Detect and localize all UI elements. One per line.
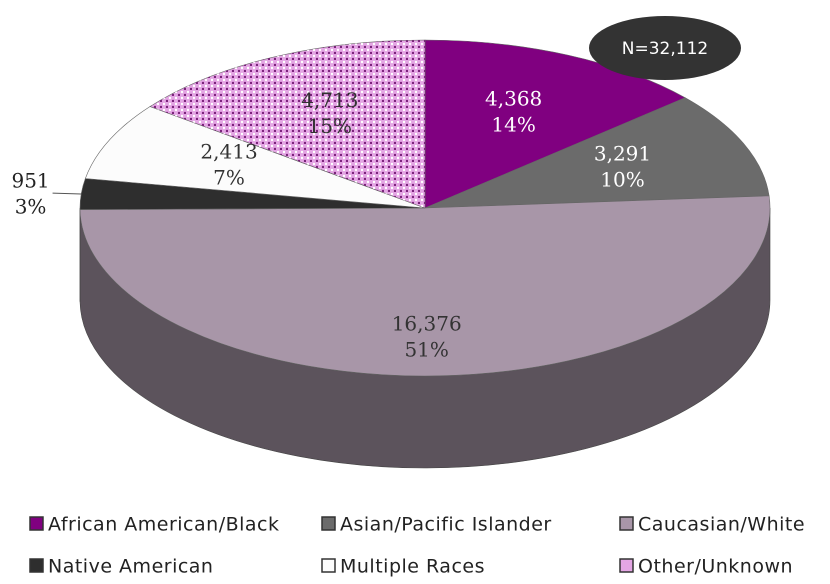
annotation: N=32,112 bbox=[622, 39, 708, 59]
annotation-badge bbox=[589, 16, 741, 80]
legend-label: Native American bbox=[48, 556, 213, 578]
legend-label: Other/Unknown bbox=[638, 556, 793, 578]
percent-label: 15% bbox=[308, 114, 352, 138]
slice bbox=[79, 195, 771, 377]
legend-label: Caucasian/White bbox=[638, 514, 805, 536]
slice bbox=[424, 39, 686, 209]
leader-line bbox=[52, 192, 82, 195]
pie-tops bbox=[79, 39, 771, 377]
percent-label: 7% bbox=[213, 166, 245, 190]
percent-label: 3% bbox=[15, 195, 47, 219]
value-label: 951 bbox=[11, 169, 49, 193]
value-label: 16,376 bbox=[392, 312, 462, 336]
slice bbox=[424, 97, 770, 209]
value-label: 3,291 bbox=[594, 141, 651, 165]
percent-label: 51% bbox=[404, 338, 448, 362]
legend: African American/Black Asian/Pacific Isla… bbox=[29, 514, 805, 578]
percent-label: 14% bbox=[491, 113, 535, 137]
legend-swatch bbox=[29, 516, 44, 531]
slice-pattern bbox=[150, 40, 425, 208]
legend-swatch bbox=[321, 516, 336, 531]
legend-label: Multiple Races bbox=[340, 556, 485, 578]
legend-label: African American/Black bbox=[48, 514, 280, 536]
legend-swatch bbox=[29, 558, 44, 573]
legend-swatch bbox=[619, 558, 634, 573]
percent-label: 10% bbox=[600, 167, 644, 191]
legend-swatch bbox=[619, 516, 634, 531]
slice bbox=[84, 106, 426, 209]
value-label: 2,413 bbox=[200, 140, 257, 164]
legend-swatch bbox=[321, 558, 336, 573]
value-label: 4,713 bbox=[301, 88, 358, 112]
value-label: 4,368 bbox=[485, 87, 542, 111]
legend-label: Asian/Pacific Islander bbox=[340, 514, 552, 536]
